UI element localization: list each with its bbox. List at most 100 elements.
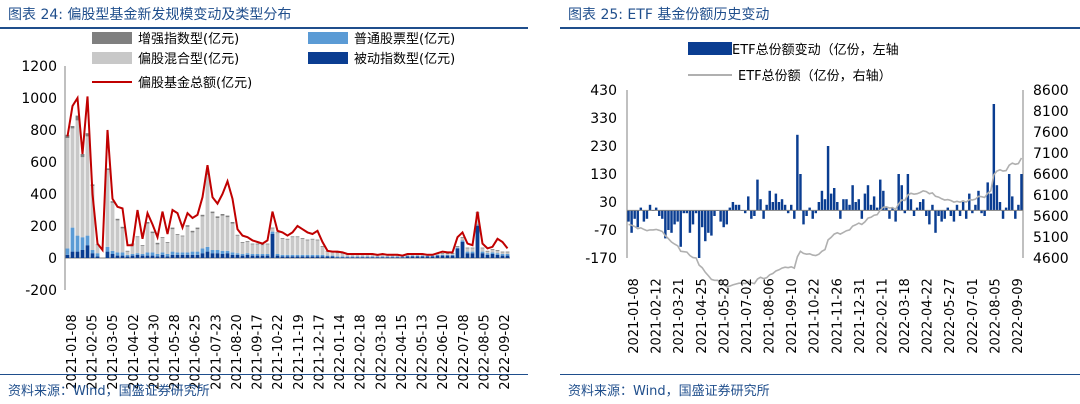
bar-segment [210,211,215,214]
x-tick-label: 2022-05-27 [943,278,958,354]
bar [676,210,679,222]
bar-segment [225,253,230,258]
bar-segment [315,240,320,255]
bar [1014,210,1017,219]
legend-swatch [308,52,348,64]
bar [832,188,836,211]
bar-segment [275,233,280,254]
bar-segment [395,255,400,257]
bar [648,204,652,211]
bar-segment [295,236,300,238]
bar [1020,174,1023,211]
bar-segment [220,254,225,258]
bar [829,193,833,211]
bar-segment [285,256,290,258]
bar [627,210,630,222]
bar-segment [350,256,355,258]
bar-segment [200,214,205,217]
bar-segment [495,253,500,255]
bar-segment [330,252,335,256]
bar-segment [355,256,360,258]
bar-segment [120,226,125,229]
y-tick-label: 800 [30,123,57,139]
bar-segment [210,253,215,258]
bar-segment [360,254,365,257]
right-y-tick-label: 4600 [1033,251,1069,267]
bar-segment [325,256,330,258]
bar-segment [195,254,200,258]
bar-segment [290,254,295,257]
bar-segment [200,253,205,258]
right-chart-panel: 图表 25: ETF 基金份额历史变动 -170 -70 30 130 230 330 43… [560,0,1080,404]
bar [894,210,897,222]
x-tick-label: 2021-01-08 [65,314,80,390]
bar [989,193,992,211]
bar [848,204,851,211]
bar-segment [495,254,500,258]
bar-segment [310,238,315,240]
bar [743,210,747,214]
bar [891,207,894,211]
x-tick-label: 2022-03-18 [374,314,389,390]
x-tick-label: 2021-08-20 [230,314,245,390]
bar-segment [280,254,285,257]
bar [992,104,996,211]
bar-segment [170,227,175,230]
right-source-note: 资料来源：Wind，国盛证券研究所 [568,384,770,399]
bar [968,193,971,211]
bar-segment [495,250,500,254]
bar-segment [390,257,395,258]
bar-segment [405,255,410,257]
bar-segment [180,236,185,253]
bar-segment [450,254,455,256]
bar-segment [110,202,115,251]
bar [679,210,682,247]
bar [928,210,931,225]
bar-segment [155,242,160,245]
bar-segment [245,242,250,254]
bar-segment [390,255,395,257]
bar-segment [400,256,405,258]
bar-segment [390,256,395,258]
left-y-tick-label: 230 [590,139,617,155]
right-y-tick-label: 6600 [1033,167,1069,183]
bar-segment [285,239,290,255]
bar-segment [110,201,115,203]
bar [670,210,673,233]
bar-segment [370,256,375,258]
bar-segment [85,235,90,246]
bar-segment [305,256,310,258]
bar [986,182,989,211]
bar-segment [210,213,215,250]
x-tick-label: 2021-04-02 [127,314,142,390]
bar-segment [160,254,165,258]
bar-segment [300,238,305,255]
bar-segment [370,254,375,257]
bar [995,185,999,211]
x-tick-label: 2021-09-10 [785,278,800,354]
bar-segment [470,248,475,252]
bar-segment [165,254,170,257]
x-tick-label: 2021-02-12 [650,278,665,354]
bar-segment [340,257,345,258]
bar-segment [305,240,310,255]
bar-segment [115,252,120,256]
bar-segment [365,254,370,257]
y-tick-label: 400 [30,187,57,203]
bar [793,210,796,219]
bar-segment [140,246,145,254]
y-tick-label: 1200 [21,59,57,75]
bar-segment [470,253,475,258]
bar [783,204,787,211]
bar-segment [140,245,145,246]
bar-segment [90,250,95,254]
bar-segment [95,256,100,258]
x-tick-label: 2021-03-21 [672,278,687,354]
bar [636,210,639,228]
bar-segment [430,255,435,257]
legend-label: 偏股基金总额(亿元) [138,75,252,91]
left-y-tick-label: -170 [585,251,617,267]
bar-segment [485,251,490,254]
bar-segment [415,255,420,257]
x-tick-label: 2021-12-17 [312,314,327,390]
